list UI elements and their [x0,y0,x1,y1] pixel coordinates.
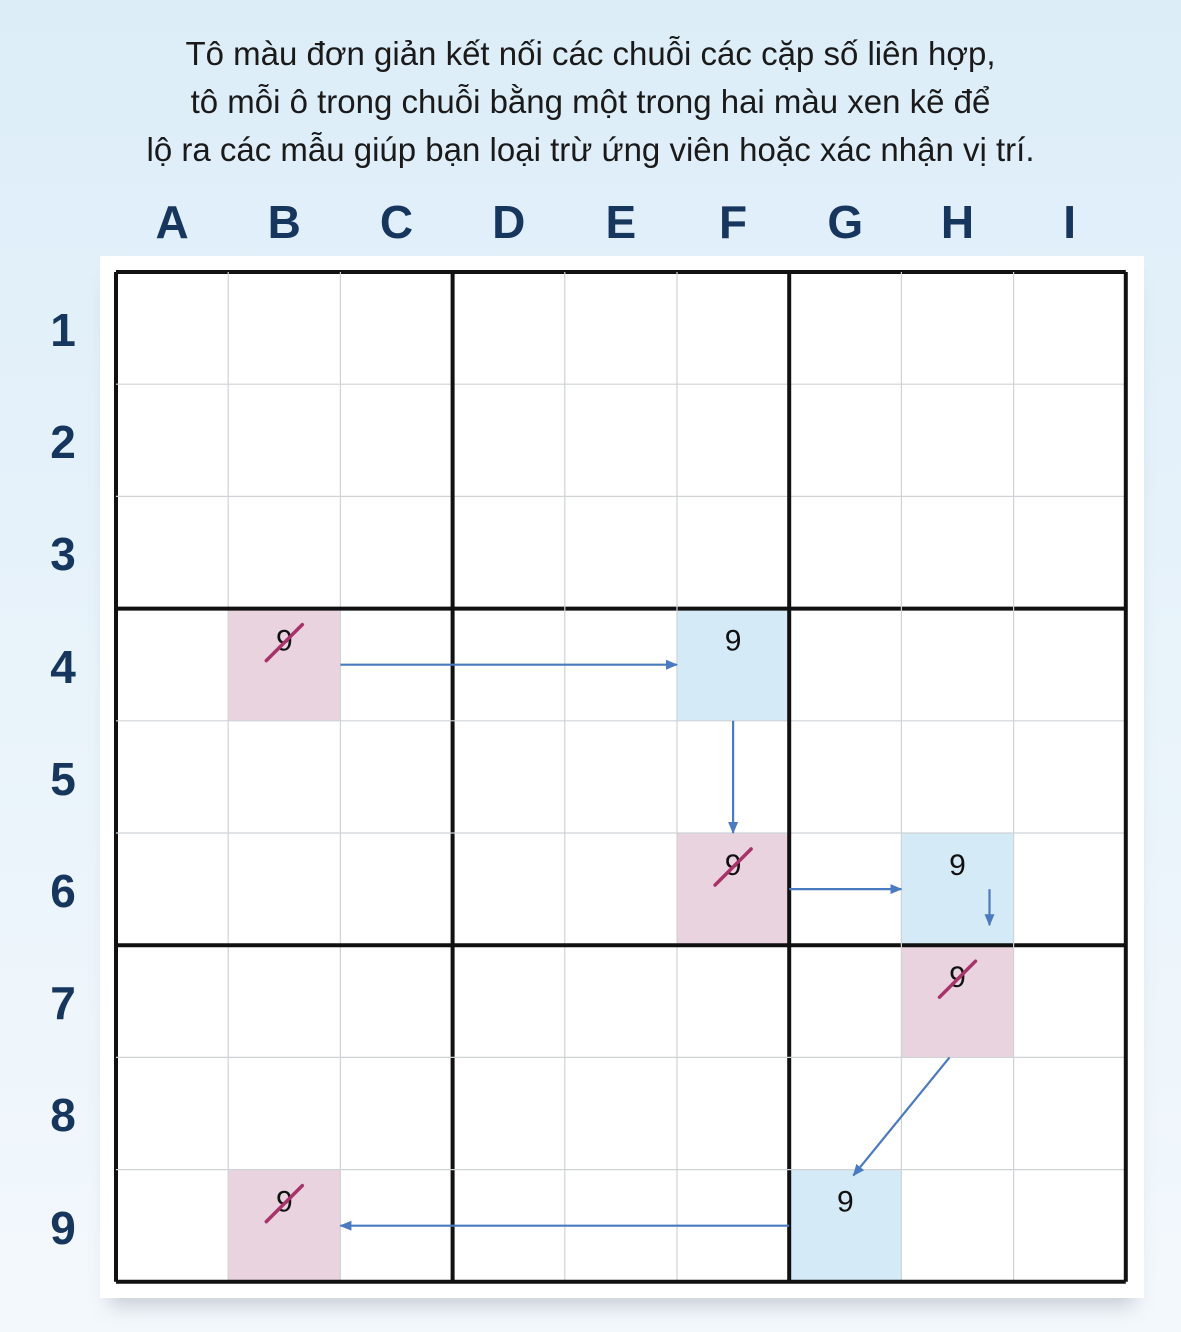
cell-f4-highlight [677,608,790,721]
cell-h7-highlight [901,945,1014,1058]
cell-g9-highlight [789,1169,902,1282]
caption-line-2: tô mỗi ô trong chuỗi bằng một trong hai … [190,83,991,120]
cell-b9-strike [264,1183,305,1224]
column-label-e: E [605,196,637,248]
cell-b9-highlight [228,1169,341,1282]
cell-b4-strike [264,622,305,663]
row-label-9: 9 [50,1201,76,1254]
cell-f6-strike [713,847,753,887]
row-label-2: 2 [50,416,76,469]
caption: Tô màu đơn giản kết nối các chuỗi các cặ… [60,30,1121,174]
column-label-b: B [267,196,301,248]
chain-arrow-h7-g9 [852,1056,951,1177]
cell-g9-digit: 9 [837,1186,854,1219]
cell-h6-digit: 9 [949,849,966,882]
row-label-3: 3 [50,528,76,581]
cell-h7-strike [937,959,978,999]
column-label-g: G [827,196,864,248]
chain-arrows [339,659,995,1231]
row-label-7: 7 [50,977,76,1030]
cell-f6-highlight [677,833,790,946]
grid-lines [114,270,1128,1284]
board-background [100,256,1144,1298]
row-label-8: 8 [50,1089,76,1142]
column-label-d: D [492,196,526,248]
row-label-5: 5 [50,752,76,805]
column-label-c: C [379,196,414,248]
column-label-f: F [719,196,748,248]
row-label-6: 6 [50,865,76,917]
column-label-h: H [940,196,975,248]
row-label-1: 1 [50,304,76,356]
row-label-4: 4 [50,640,76,693]
cell-f4-digit: 9 [725,625,742,658]
caption-line-3: lộ ra các mẫu giúp bạn loại trừ ứng viên… [146,131,1035,168]
column-label-i: I [1063,196,1077,248]
cell-h6-highlight [901,833,1014,946]
cell-digits: 9999999 [264,622,978,1224]
cell-b4-highlight [228,608,341,721]
caption-line-1: Tô màu đơn giản kết nối các chuỗi các cặ… [185,35,996,72]
highlighted-cells [228,608,1014,1282]
column-label-a: A [155,196,189,248]
